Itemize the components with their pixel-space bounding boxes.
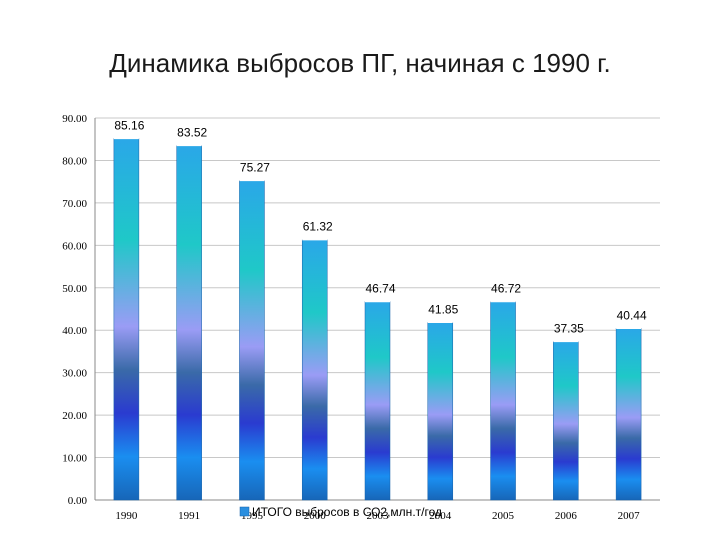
x-tick-label: 2006	[555, 510, 578, 522]
bar	[113, 138, 140, 501]
data-label: 41.85	[428, 302, 458, 316]
x-tick-label: 2000	[304, 510, 327, 522]
y-tick-label: 80.00	[62, 155, 87, 167]
x-tick-label: 2004	[429, 510, 452, 522]
y-tick-label: 60.00	[62, 240, 87, 252]
x-tick-label: 2005	[492, 510, 515, 522]
x-tick-label: 2007	[618, 510, 641, 522]
y-tick-label: 40.00	[62, 325, 87, 337]
data-label: 40.44	[617, 308, 647, 322]
x-tick-label: 1991	[178, 510, 200, 522]
bar	[301, 239, 328, 501]
bar	[239, 180, 265, 501]
y-tick-label: 0.00	[68, 495, 88, 507]
y-tick-label: 90.00	[62, 113, 87, 125]
bar	[364, 301, 391, 501]
data-label: 46.74	[365, 282, 395, 296]
bar	[427, 322, 454, 501]
y-tick-label: 20.00	[62, 410, 87, 422]
bar	[615, 328, 642, 501]
bar	[490, 301, 516, 501]
legend-label: ИТОГО выбросов в СО2,млн.т/год	[252, 505, 442, 519]
bar	[176, 145, 202, 501]
x-tick-label: 1990	[115, 510, 138, 522]
x-tick-label: 2003	[367, 510, 390, 522]
data-label: 46.72	[491, 282, 521, 296]
y-tick-label: 70.00	[62, 198, 87, 210]
bar	[553, 341, 579, 501]
legend-swatch	[239, 506, 250, 517]
data-label: 83.52	[177, 126, 207, 140]
data-label: 75.27	[240, 161, 270, 175]
data-label: 61.32	[303, 220, 333, 234]
data-label: 37.35	[554, 321, 584, 335]
y-tick-label: 10.00	[62, 453, 87, 465]
y-tick-label: 30.00	[62, 368, 87, 380]
data-label: 85.16	[114, 119, 144, 133]
chart-title: Динамика выбросов ПГ, начиная с 1990 г.	[109, 48, 611, 78]
y-tick-label: 50.00	[62, 283, 87, 295]
